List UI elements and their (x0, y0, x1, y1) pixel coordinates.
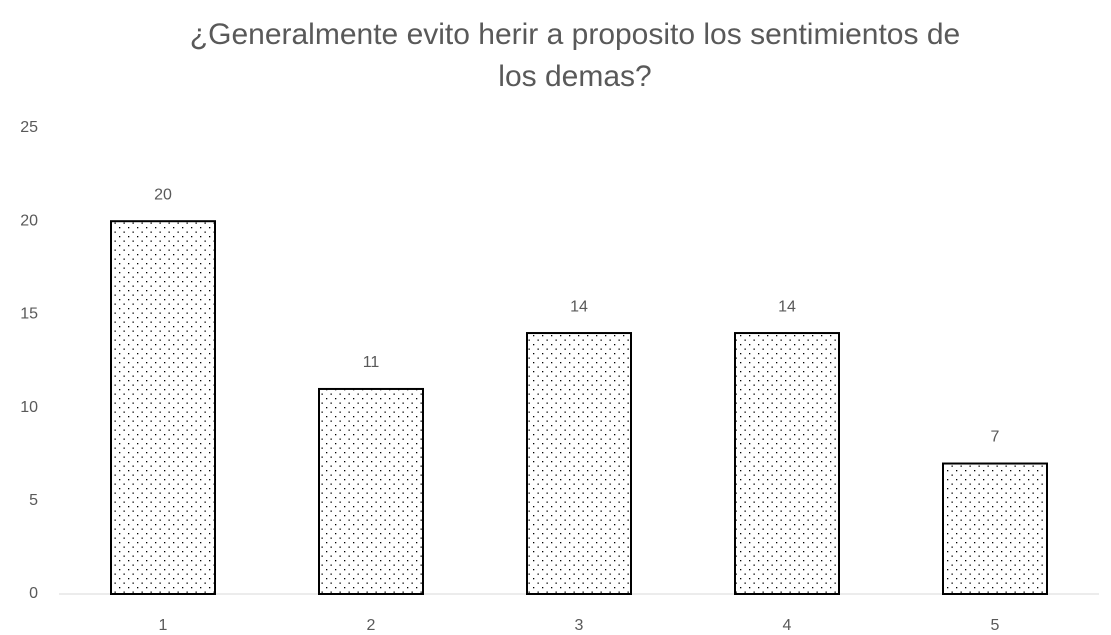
bar (110, 220, 216, 595)
data-label: 14 (778, 298, 796, 315)
y-tick-label: 20 (20, 212, 38, 229)
x-tick-label: 3 (575, 617, 584, 634)
bar (942, 462, 1048, 595)
data-label: 14 (570, 298, 588, 315)
bar (526, 332, 632, 595)
data-label: 11 (363, 354, 380, 371)
bar (734, 332, 840, 595)
y-tick-label: 0 (29, 585, 38, 602)
data-label: 7 (991, 429, 1000, 446)
data-label: 20 (154, 186, 172, 203)
bar (318, 387, 424, 595)
x-tick-label: 5 (991, 617, 1000, 634)
x-tick-label: 2 (367, 617, 376, 634)
y-tick-label: 10 (20, 399, 38, 416)
chart-title: ¿Generalmente evito herir a proposito lo… (189, 18, 961, 93)
x-tick-label: 1 (159, 617, 168, 634)
y-tick-label: 25 (20, 119, 38, 136)
y-tick-label: 5 (29, 492, 38, 509)
x-tick-label: 4 (783, 617, 792, 634)
y-tick-label: 15 (20, 306, 38, 323)
